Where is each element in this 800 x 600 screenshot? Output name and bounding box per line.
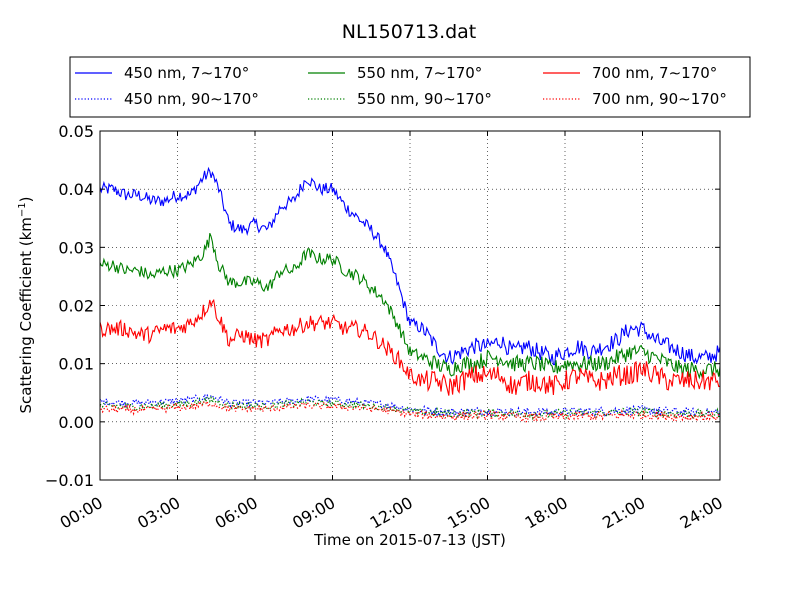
y-tick-label: 0.01	[58, 355, 94, 374]
x-tick-label: 09:00	[289, 493, 338, 533]
y-tick-label: 0.04	[58, 180, 94, 199]
y-tick-label: 0.00	[58, 413, 94, 432]
x-tick-label: 00:00	[57, 493, 106, 533]
series-layer	[99, 166, 721, 424]
series-line-6	[99, 399, 721, 424]
legend-label: 700 nm, 7∼170°	[592, 64, 717, 82]
y-tick-label: −0.01	[45, 471, 94, 490]
x-tick-label: 06:00	[212, 493, 261, 533]
x-tick-label: 24:00	[677, 493, 726, 533]
legend-label: 450 nm, 90∼170°	[124, 90, 259, 108]
series-line-5	[99, 298, 721, 396]
chart-title: NL150713.dat	[342, 21, 477, 43]
x-tick-label: 03:00	[134, 493, 183, 533]
x-tick-label: 12:00	[367, 493, 416, 533]
series-line-1	[99, 166, 721, 366]
legend-label: 450 nm, 7∼170°	[124, 64, 249, 82]
legend-frame	[69, 56, 751, 118]
grid	[100, 131, 720, 480]
y-tick-label: 0.03	[58, 238, 94, 257]
x-axis-label: Time on 2015-07-13 (JST)	[313, 531, 506, 549]
x-tick-label: 18:00	[522, 493, 571, 533]
x-tick-label: 21:00	[599, 493, 648, 533]
y-tick-label: 0.05	[58, 122, 94, 141]
x-tick-label: 15:00	[444, 493, 493, 533]
legend: 450 nm, 7∼170° 550 nm, 7∼170° 700 nm, 7∼17…	[69, 56, 751, 118]
legend-label: 550 nm, 90∼170°	[357, 90, 492, 108]
legend-label: 550 nm, 7∼170°	[357, 64, 482, 82]
legend-label: 700 nm, 90∼170°	[592, 90, 727, 108]
y-axis-label: Scattering Coefficient (km−1)	[17, 196, 35, 413]
y-tick-label: 0.02	[58, 297, 94, 316]
series-line-3	[99, 232, 721, 380]
